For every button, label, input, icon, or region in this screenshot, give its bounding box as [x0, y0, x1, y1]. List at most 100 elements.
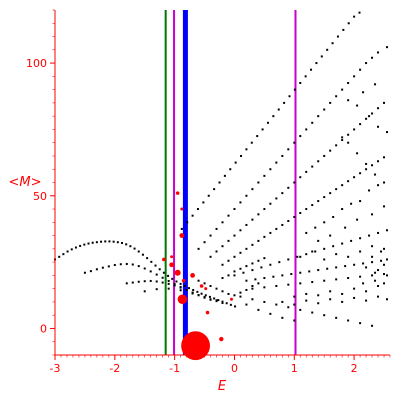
data-point: [275, 197, 278, 200]
data-point: [386, 298, 389, 301]
data-point: [200, 292, 203, 295]
data-point: [386, 258, 389, 261]
red-point: [181, 278, 186, 283]
data-point: [83, 271, 86, 274]
data-point: [263, 257, 266, 260]
data-point: [161, 281, 164, 284]
data-point: [359, 172, 362, 175]
data-point: [173, 283, 176, 286]
data-point: [245, 223, 248, 226]
red-point: [175, 191, 180, 195]
data-point: [329, 290, 332, 293]
data-point: [91, 241, 94, 244]
data-point: [347, 319, 350, 322]
data-point: [359, 237, 362, 240]
data-point: [383, 181, 386, 184]
data-point: [335, 266, 338, 269]
data-point: [329, 234, 332, 237]
data-point: [341, 242, 344, 245]
data-point: [371, 261, 374, 264]
data-point: [161, 276, 164, 279]
data-point: [260, 266, 263, 269]
data-point: [263, 300, 266, 303]
data-point: [383, 205, 386, 208]
data-point: [196, 208, 199, 211]
data-point: [347, 255, 350, 258]
data-point: [362, 282, 365, 285]
data-point: [287, 148, 290, 151]
data-point: [329, 298, 332, 301]
data-point: [386, 131, 389, 134]
data-point: [58, 255, 61, 258]
data-point: [209, 255, 212, 258]
red-point: [219, 336, 224, 342]
data-point: [191, 214, 194, 217]
data-point: [272, 275, 275, 278]
red-point: [180, 207, 184, 211]
data-point: [305, 208, 308, 211]
data-point: [281, 316, 284, 319]
data-point: [131, 281, 134, 284]
data-point: [377, 160, 380, 163]
data-point: [359, 200, 362, 203]
data-point: [179, 282, 182, 285]
data-point: [341, 139, 344, 142]
data-point: [377, 269, 380, 272]
data-point: [341, 88, 344, 91]
red-point: [177, 294, 188, 305]
data-point: [317, 115, 320, 118]
data-point: [162, 271, 165, 274]
data-point: [175, 280, 178, 283]
data-point: [263, 286, 266, 289]
data-point: [341, 184, 344, 187]
data-point: [66, 250, 69, 253]
data-point: [359, 123, 362, 126]
data-point: [121, 242, 123, 245]
data-point: [240, 154, 243, 157]
data-point: [209, 234, 212, 237]
data-point: [158, 268, 161, 271]
data-point: [215, 250, 218, 253]
data-point: [245, 247, 248, 250]
data-point: [293, 295, 296, 298]
data-point: [74, 246, 77, 249]
data-point: [317, 239, 320, 242]
data-point: [137, 280, 140, 283]
data-point: [251, 269, 254, 272]
data-point: [341, 136, 344, 139]
data-point: [239, 295, 242, 298]
data-point: [221, 221, 224, 224]
data-point: [383, 282, 386, 285]
data-point: [251, 298, 254, 301]
data-point: [377, 184, 380, 187]
data-point: [323, 154, 326, 157]
data-point: [365, 290, 368, 293]
red-point: [170, 255, 174, 259]
data-point: [263, 235, 266, 238]
data-point: [344, 226, 347, 229]
data-point: [299, 271, 302, 274]
data-point: [141, 253, 144, 256]
data-point: [293, 319, 296, 322]
data-point: [326, 267, 329, 270]
data-point: [293, 88, 296, 91]
data-point: [359, 68, 362, 71]
data-point: [229, 303, 232, 306]
data-point: [335, 144, 338, 147]
data-point: [377, 107, 380, 110]
data-point: [116, 241, 119, 244]
data-point: [275, 161, 278, 164]
data-point: [251, 188, 254, 191]
data-point: [239, 267, 242, 270]
data-point: [183, 285, 186, 287]
data-point: [365, 168, 368, 171]
data-point: [133, 247, 136, 250]
data-point: [143, 290, 146, 293]
data-point: [350, 202, 353, 205]
data-point: [314, 250, 317, 253]
data-point: [227, 239, 230, 242]
data-point: [143, 267, 146, 270]
data-point: [188, 287, 190, 290]
data-point: [191, 292, 194, 295]
